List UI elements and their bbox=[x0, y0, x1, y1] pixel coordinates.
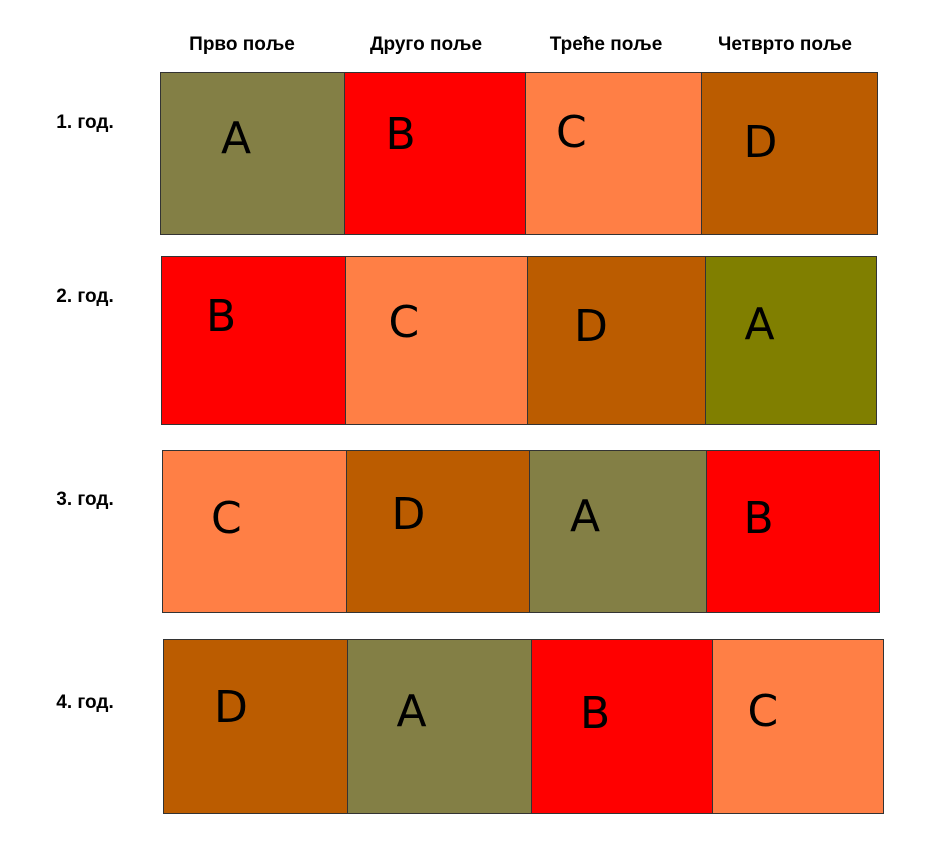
cell-r1-c3: C bbox=[525, 73, 702, 234]
crop-letter: B bbox=[206, 291, 237, 342]
cell-r2-c3: D bbox=[527, 257, 707, 424]
rotation-row-4: D A B C bbox=[163, 639, 884, 814]
crop-letter: D bbox=[391, 489, 426, 540]
cell-r4-c4: C bbox=[713, 640, 883, 813]
cell-r3-c2: D bbox=[347, 451, 530, 612]
crop-letter: A bbox=[221, 113, 252, 164]
column-header-2: Друго поље bbox=[369, 34, 483, 55]
crop-letter: D bbox=[214, 682, 248, 733]
cell-r1-c4: D bbox=[701, 73, 877, 234]
cell-r1-c2: B bbox=[345, 73, 526, 234]
cell-r2-c1: B bbox=[162, 257, 347, 424]
cell-r3-c4: B bbox=[707, 451, 879, 612]
cell-r4-c3: B bbox=[531, 640, 714, 813]
column-header-3: Треће поље bbox=[549, 34, 663, 55]
crop-letter: B bbox=[743, 493, 774, 544]
crop-letter: C bbox=[211, 493, 242, 544]
cell-r4-c2: A bbox=[348, 640, 532, 813]
row-label-2: 2. год. bbox=[56, 286, 114, 307]
crop-letter: D bbox=[743, 117, 778, 168]
crop-letter: A bbox=[744, 299, 775, 350]
crop-letter: C bbox=[747, 686, 779, 737]
cell-r2-c4: A bbox=[706, 257, 876, 424]
rotation-row-1: A B C D bbox=[160, 72, 878, 235]
crop-letter: C bbox=[388, 297, 420, 348]
crop-letter: C bbox=[555, 107, 587, 158]
rotation-row-2: B C D A bbox=[161, 256, 877, 425]
crop-letter: B bbox=[385, 109, 416, 160]
row-label-4: 4. год. bbox=[56, 692, 114, 713]
column-header-4: Четврто поље bbox=[717, 34, 852, 55]
crop-letter: A bbox=[396, 686, 427, 737]
row-label-1: 1. год. bbox=[56, 112, 114, 133]
cell-r3-c3: A bbox=[529, 451, 708, 612]
rotation-row-3: C D A B bbox=[162, 450, 880, 613]
cell-r1-c1: A bbox=[161, 73, 346, 234]
cell-r2-c2: C bbox=[346, 257, 528, 424]
column-header-1: Прво поље bbox=[189, 34, 295, 55]
cell-r4-c1: D bbox=[164, 640, 349, 813]
crop-letter: B bbox=[579, 688, 611, 739]
crop-letter: A bbox=[569, 491, 601, 542]
row-label-3: 3. год. bbox=[56, 489, 114, 510]
cell-r3-c1: C bbox=[163, 451, 348, 612]
crop-letter: D bbox=[573, 301, 608, 352]
